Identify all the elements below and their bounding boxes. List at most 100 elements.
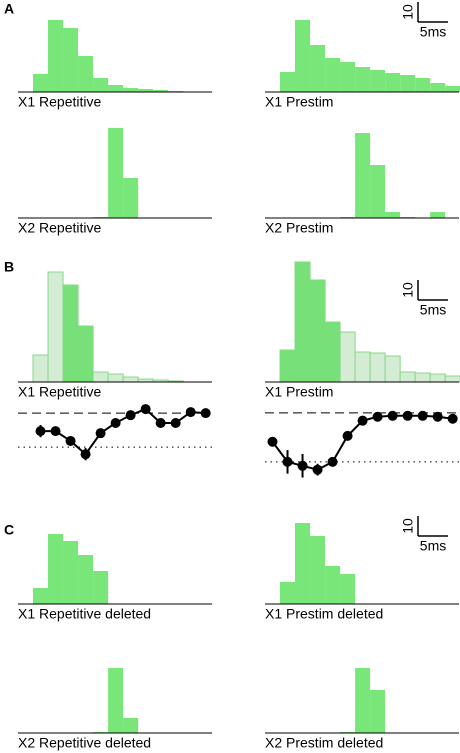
bar [415, 78, 431, 92]
bar [400, 75, 416, 92]
bar [123, 88, 139, 92]
bar [340, 574, 356, 604]
bar [48, 534, 64, 604]
data-point [155, 417, 166, 428]
bar [108, 128, 124, 218]
data-point [432, 411, 443, 422]
data-point [95, 428, 106, 439]
data-point [342, 430, 353, 441]
bar [48, 20, 64, 92]
bar [355, 668, 371, 733]
bar [385, 212, 401, 218]
bar [325, 58, 341, 92]
data-point [357, 415, 368, 426]
data-point [417, 410, 428, 421]
data-point [200, 408, 211, 419]
data-point [110, 417, 121, 428]
bar [138, 89, 154, 92]
bar [430, 83, 446, 92]
bar [93, 78, 109, 92]
panel-letter: A [4, 1, 14, 17]
bar [385, 73, 401, 92]
scale-bar-label: 5ms [420, 302, 446, 318]
bar [310, 280, 326, 382]
bar [33, 74, 49, 92]
bar [370, 690, 386, 733]
bar [445, 86, 460, 92]
bar [295, 20, 311, 92]
bar [280, 582, 296, 604]
bar [47, 271, 64, 383]
data-point [35, 426, 46, 437]
bar [325, 566, 341, 604]
bar [429, 373, 446, 383]
bar [399, 371, 416, 383]
bar [370, 165, 386, 218]
bar [295, 262, 311, 382]
bar [153, 90, 169, 92]
data-point [297, 460, 308, 471]
scale-bar-label: 10 [400, 4, 416, 20]
panel-letter: C [4, 522, 14, 538]
bar [444, 375, 460, 383]
bar [63, 28, 79, 92]
x-label: X2 Repetitive deleted [18, 735, 151, 751]
data-point [170, 417, 181, 428]
bar [339, 331, 356, 383]
bar [108, 85, 124, 92]
bar [63, 541, 79, 604]
data-point [372, 411, 383, 422]
scale-bar-label: 5ms [420, 24, 446, 40]
bar [355, 133, 371, 218]
bar [93, 571, 109, 604]
bar [78, 326, 94, 382]
x-label: X1 Prestim [265, 384, 333, 400]
bar [78, 555, 94, 604]
bar [92, 371, 109, 383]
data-point [402, 410, 413, 421]
x-label: X1 Repetitive [18, 94, 101, 110]
scale-bar-label: 10 [400, 518, 416, 534]
bar [280, 72, 296, 92]
x-label: X2 Prestim [265, 220, 333, 236]
data-point [185, 407, 196, 418]
bar [370, 70, 386, 92]
panel-letter: B [4, 259, 14, 275]
bar [369, 352, 386, 383]
bar [384, 355, 401, 383]
bar [122, 376, 139, 383]
x-label: X1 Repetitive [18, 384, 101, 400]
x-label: X2 Prestim deleted [265, 735, 383, 751]
bar [295, 523, 311, 604]
bar [310, 45, 326, 92]
data-point [140, 404, 151, 415]
bar [33, 588, 49, 604]
bar [414, 372, 431, 383]
bar [63, 285, 79, 382]
x-label: X2 Repetitive [18, 220, 101, 236]
data-point [282, 456, 293, 467]
bar [123, 718, 139, 733]
scale-bar-label: 10 [400, 282, 416, 298]
data-point [65, 435, 76, 446]
bar [340, 62, 356, 92]
bar [108, 668, 124, 733]
bar [123, 178, 139, 218]
data-point [387, 410, 398, 421]
data-point [327, 456, 338, 467]
bar [280, 350, 296, 382]
x-label: X1 Prestim [265, 94, 333, 110]
bar [107, 373, 124, 383]
x-label: X1 Prestim deleted [265, 606, 383, 622]
data-point [50, 426, 61, 437]
data-point [267, 436, 278, 447]
bar [32, 354, 49, 383]
bar [325, 322, 341, 382]
bar [430, 212, 446, 218]
data-point [312, 464, 323, 475]
data-point [80, 449, 91, 460]
x-label: X1 Repetitive deleted [18, 606, 151, 622]
bar [310, 536, 326, 604]
data-point [125, 410, 136, 421]
